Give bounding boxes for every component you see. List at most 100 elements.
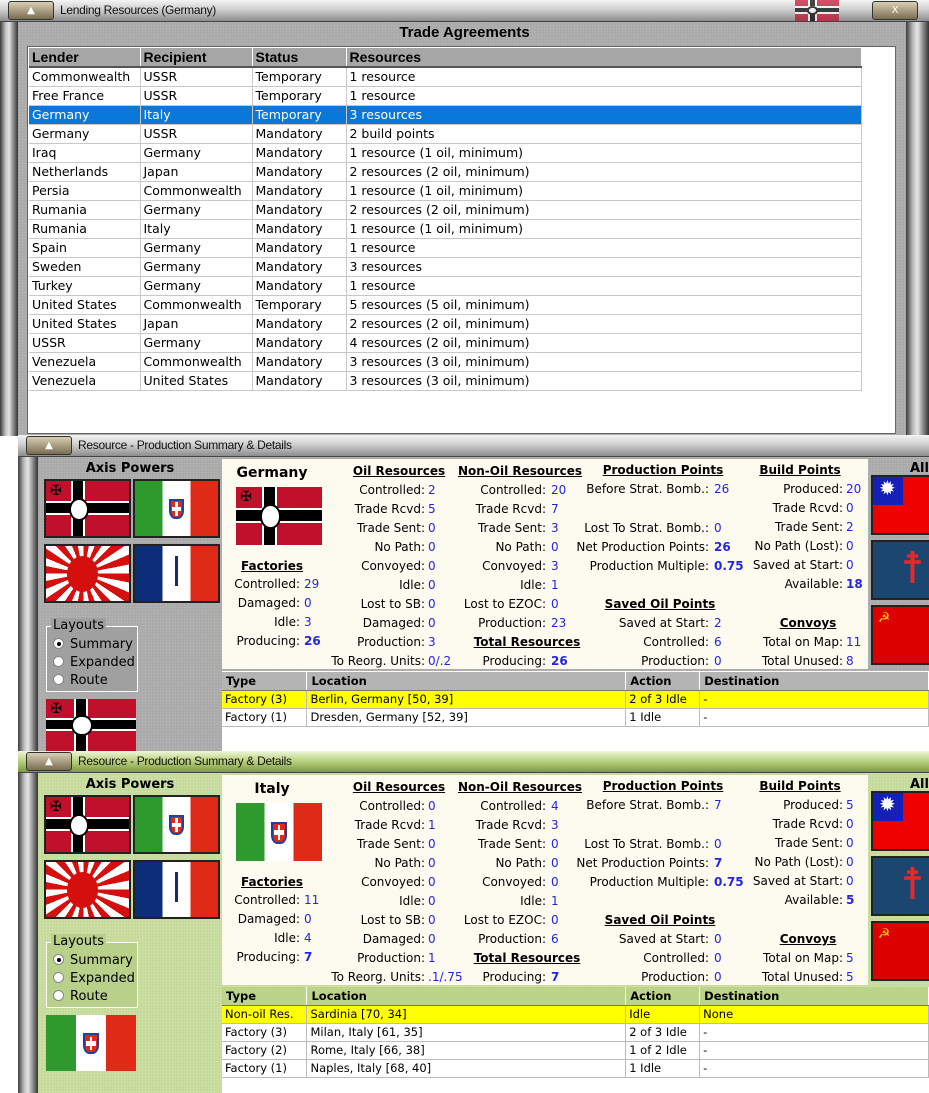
radio-button[interactable] — [53, 990, 64, 1001]
table-row[interactable]: Germany Italy Temporary 3 resources — [29, 105, 862, 125]
table-row[interactable]: Factory (2) Rome, Italy [66, 38] 1 of 2 Id… — [222, 1041, 929, 1060]
stat-label: Production: — [641, 654, 709, 668]
radio-button[interactable] — [53, 954, 64, 965]
stat-value: 0 — [428, 521, 436, 535]
allies-title: All — [910, 777, 929, 792]
table-row[interactable]: Rumania Italy Mandatory 1 resource (1 oil, … — [29, 219, 862, 239]
vichy-france-flag-icon[interactable] — [133, 860, 220, 919]
china-flag-icon[interactable] — [871, 475, 929, 535]
stat-label: Idle: — [520, 894, 546, 908]
table-row[interactable]: Factory (3) Milan, Italy [61, 35] 2 of 3 I… — [222, 1023, 929, 1042]
table-cell: Temporary — [252, 105, 347, 125]
table-row[interactable]: Rumania Germany Mandatory 2 resources (2 oi… — [29, 200, 862, 220]
germany-flag-icon[interactable]: ✠ — [44, 795, 131, 854]
radio-button[interactable] — [53, 972, 64, 983]
stat-value: 7 — [714, 856, 723, 870]
stat-label: Convoyed: — [361, 559, 425, 573]
stat-value: 6 — [551, 932, 559, 946]
column-header-destination[interactable]: Destination — [699, 987, 929, 1006]
collapse-button[interactable]: ▲ — [8, 1, 54, 20]
japan-flag-icon[interactable] — [44, 860, 131, 919]
stat-label: Trade Rcvd: — [475, 818, 546, 832]
table-row[interactable]: Venezuela Commonwealth Mandatory 3 resource… — [29, 352, 862, 372]
stat-value: 3 — [551, 818, 559, 832]
table-row[interactable]: USSR Germany Mandatory 4 resources (2 oil, … — [29, 333, 862, 353]
vichy-france-flag-icon[interactable] — [133, 544, 220, 603]
table-row[interactable]: Netherlands Japan Mandatory 2 resources (2 … — [29, 162, 862, 182]
radio-button[interactable] — [53, 638, 64, 649]
ussr-flag-icon[interactable] — [871, 921, 929, 981]
column-header-type[interactable]: Type — [222, 672, 308, 691]
table-row[interactable]: Factory (3) Berlin, Germany [50, 39] 2 of … — [222, 690, 929, 709]
collapse-button[interactable]: ▲ — [26, 752, 72, 771]
germany-flag-icon[interactable]: ✠ — [44, 479, 131, 538]
close-button[interactable]: X — [872, 1, 918, 20]
layout-option-route[interactable]: Route — [53, 673, 108, 688]
column-header-location[interactable]: Location — [306, 987, 627, 1006]
column-header-type[interactable]: Type — [222, 987, 308, 1006]
column-header-destination[interactable]: Destination — [699, 672, 929, 691]
italy-flag-icon — [46, 1015, 136, 1071]
column-header-resources[interactable]: Resources — [346, 48, 862, 68]
column-header-lender[interactable]: Lender — [29, 48, 141, 68]
table-row[interactable]: Sweden Germany Mandatory 3 resources — [29, 257, 862, 277]
table-row[interactable]: Non-oil Res. Sardinia [70, 34] Idle None — [222, 1005, 929, 1024]
stat-value: 18 — [846, 577, 863, 591]
stat-label: Idle: — [399, 894, 425, 908]
table-row[interactable]: Factory (1) Dresden, Germany [52, 39] 1 Id… — [222, 708, 929, 727]
column-header-action[interactable]: Action — [625, 672, 701, 691]
stat-value: 0 — [714, 654, 722, 668]
table-row[interactable]: Turkey Germany Mandatory 1 resource — [29, 276, 862, 296]
table-row[interactable]: Free France USSR Temporary 1 resource — [29, 86, 862, 106]
japan-flag-icon[interactable] — [44, 544, 131, 603]
china-flag-icon[interactable] — [871, 791, 929, 851]
production-window-titlebar[interactable]: Resource - Production Summary & Details — [18, 435, 929, 457]
layout-option-route[interactable]: Route — [53, 989, 108, 1004]
stat-value: 26 — [714, 482, 730, 496]
table-row[interactable]: Spain Germany Mandatory 1 resource — [29, 238, 862, 258]
column-header-location[interactable]: Location — [306, 672, 627, 691]
layout-option-label: Summary — [70, 637, 133, 652]
table-cell: Netherlands — [29, 162, 141, 182]
table-row[interactable]: United States Commonwealth Temporary 5 reso… — [29, 295, 862, 315]
stat-value: 0 — [428, 597, 436, 611]
table-row[interactable]: Germany USSR Mandatory 2 build points — [29, 124, 862, 144]
free-france-flag-icon[interactable] — [871, 540, 929, 600]
stat-label: Lost to SB: — [360, 913, 425, 927]
table-row[interactable]: Commonwealth USSR Temporary 1 resource — [29, 67, 862, 87]
italy-flag-icon[interactable] — [133, 479, 220, 538]
ussr-flag-icon[interactable] — [871, 605, 929, 665]
radio-button[interactable] — [53, 674, 64, 685]
production-window-title: Resource - Production Summary & Details — [78, 438, 292, 452]
stat-label: Producing: — [482, 654, 546, 668]
layout-option-summary[interactable]: Summary — [53, 953, 133, 968]
production-window-titlebar[interactable]: Resource - Production Summary & Details — [18, 751, 929, 773]
column-header-status[interactable]: Status — [252, 48, 347, 68]
column-header-recipient[interactable]: Recipient — [140, 48, 253, 68]
stat-label: Lost To Strat. Bomb.: — [584, 521, 709, 535]
table-cell: 1 of 2 Idle — [625, 1041, 701, 1060]
trade-window-titlebar[interactable]: Lending Resources (Germany) — [0, 0, 929, 22]
table-row[interactable]: Persia Commonwealth Mandatory 1 resource (1… — [29, 181, 862, 201]
stat-value: 26 — [551, 654, 568, 668]
section-title-oil: Oil Resources — [352, 780, 446, 794]
stat-value: 3 — [304, 615, 312, 629]
table-header-row: Lender Recipient Status Resources — [29, 48, 862, 68]
table-row[interactable]: Iraq Germany Mandatory 1 resource (1 oil, m… — [29, 143, 862, 163]
table-row[interactable]: Venezuela United States Mandatory 3 resourc… — [29, 371, 862, 391]
italy-flag-icon[interactable] — [133, 795, 220, 854]
radio-button[interactable] — [53, 656, 64, 667]
stat-label: Convoyed: — [361, 875, 425, 889]
stat-label: Trade Rcvd: — [772, 817, 843, 831]
layout-option-summary[interactable]: Summary — [53, 637, 133, 652]
layout-option-expanded[interactable]: Expanded — [53, 971, 135, 986]
table-row[interactable]: Factory (1) Naples, Italy [68, 40] 1 Idle - — [222, 1059, 929, 1078]
layout-option-expanded[interactable]: Expanded — [53, 655, 135, 670]
column-header-action[interactable]: Action — [625, 987, 701, 1006]
collapse-button[interactable]: ▲ — [26, 436, 72, 455]
table-cell: Mandatory — [252, 162, 347, 182]
stat-label: Controlled: — [359, 483, 425, 497]
country-name: Italy — [254, 781, 290, 797]
table-row[interactable]: United States Japan Mandatory 2 resources (… — [29, 314, 862, 334]
free-france-flag-icon[interactable] — [871, 856, 929, 916]
